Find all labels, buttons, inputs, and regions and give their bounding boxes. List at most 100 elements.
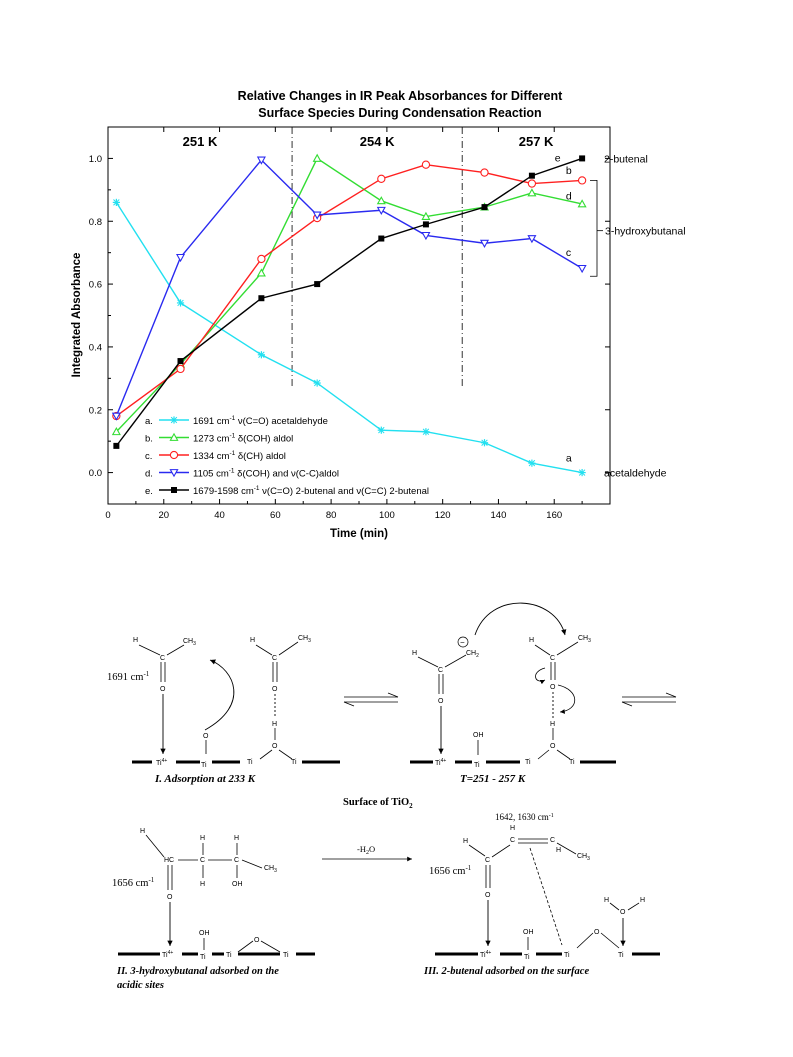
series-end-label: e: [555, 153, 561, 165]
series-end-label: c: [566, 247, 571, 259]
svg-text:C: C: [550, 837, 555, 844]
data-point: [257, 254, 266, 264]
data-point: [377, 174, 386, 183]
svg-text:O: O: [550, 743, 556, 750]
data-point: [177, 358, 184, 365]
equilibrium-arrows: [343, 692, 677, 707]
legend-item-a: a. 1691 cm-1 ν(C=O) acetaldehyde: [145, 415, 328, 427]
freq-label-1656b: 1656 cm: [429, 866, 465, 877]
svg-text:H: H: [200, 835, 205, 842]
svg-text:H: H: [463, 838, 468, 845]
svg-text:OH: OH: [523, 929, 534, 936]
svg-text:OH: OH: [232, 881, 243, 888]
legend-item-e: e. 1679-1598 cm-1 ν(C=O) 2-butenal and ν(…: [145, 485, 429, 497]
data-point: [481, 204, 488, 211]
svg-text:Ti4+: Ti4+: [480, 950, 491, 959]
series-group: [111, 153, 587, 477]
temperature-region-label: 251 K: [183, 134, 218, 149]
x-tick-label: 140: [491, 510, 507, 521]
svg-text:HC: HC: [164, 857, 174, 864]
svg-text:Ti: Ti: [291, 759, 297, 766]
svg-text:H: H: [250, 637, 255, 644]
svg-text:H: H: [640, 897, 645, 904]
svg-text:O: O: [438, 698, 444, 705]
svg-text:Ti: Ti: [525, 759, 531, 766]
series-a: [112, 198, 586, 477]
svg-text:1691 cm-1: 1691 cm-1: [107, 670, 150, 683]
axes: 0 20 40 60 80 100 120 140 160 0.0 0.2 0.4 0.6 0.8 1.0: [89, 126, 610, 521]
svg-text:O: O: [594, 929, 600, 936]
temperature-region-label: 254 K: [360, 134, 395, 149]
series-e: [113, 155, 586, 449]
data-point: [376, 206, 386, 215]
series-c: [112, 160, 587, 421]
temperature-region-label: 257 K: [519, 134, 554, 149]
data-point: [176, 364, 185, 374]
svg-text:Ti: Ti: [247, 759, 253, 766]
data-point: [170, 416, 178, 424]
svg-text:Ti: Ti: [283, 952, 289, 959]
step-1-label: I. Adsorption at 233 K: [154, 773, 256, 785]
svg-text:H: H: [140, 828, 145, 835]
data-point: [169, 432, 179, 441]
svg-text:Ti: Ti: [618, 952, 624, 959]
svg-text:O: O: [485, 892, 491, 899]
data-point: [527, 235, 537, 244]
y-tick-label: 0.4: [89, 342, 102, 353]
scheme-panel-1: 1691 cm-1 H C CH3 O O H C CH3 O H O: [107, 635, 340, 785]
series-end-label: b: [566, 165, 572, 177]
data-point: [256, 268, 266, 277]
reaction-scheme: 1691 cm-1 H C CH3 O O H C CH3 O H O: [0, 560, 793, 1057]
svg-text:H: H: [234, 835, 239, 842]
svg-text:H: H: [412, 650, 417, 657]
svg-text:Ti: Ti: [524, 954, 530, 961]
svg-text:CH3: CH3: [298, 635, 311, 644]
svg-text:H: H: [272, 721, 277, 728]
svg-text:H: H: [200, 881, 205, 888]
y-tick-label: 0.6: [89, 280, 102, 291]
legend: a. 1691 cm-1 ν(C=O) acetaldehyde b. 1273 cm…: [145, 415, 429, 497]
data-point: [528, 459, 536, 467]
svg-text:1642, 1630 cm-1: 1642, 1630 cm-1: [495, 812, 554, 822]
legend-item-b: b. 1273 cm-1 δ(COH) aldol: [145, 433, 293, 445]
atom-h: H: [133, 637, 138, 644]
svg-text:Ti: Ti: [564, 952, 570, 959]
legend-label: 1105 cm-1 δ(COH) and ν(C-C)aldol: [193, 468, 339, 480]
legend-label: 1691 cm-1 ν(C=O) acetaldehyde: [193, 415, 328, 427]
x-tick-label: 120: [435, 510, 451, 521]
data-point: [112, 198, 120, 206]
svg-text:H: H: [550, 721, 555, 728]
y-tick-label: 1.0: [89, 154, 102, 165]
data-point: [527, 179, 537, 188]
data-point: [111, 427, 121, 436]
data-point: [312, 211, 322, 220]
data-point: [527, 188, 537, 197]
data-point: [314, 281, 321, 288]
x-tick-label: 40: [214, 510, 225, 521]
svg-text:Ti: Ti: [200, 954, 206, 961]
dehydration-arrow: -H2O: [322, 844, 412, 862]
data-point: [111, 412, 121, 421]
svg-text:O: O: [254, 937, 260, 944]
series-end-label: a: [566, 453, 572, 465]
series-line: [115, 202, 583, 474]
data-point: [256, 156, 266, 165]
data-point: [577, 176, 587, 185]
data-point: [421, 211, 431, 220]
svg-text:1656 cm-1: 1656 cm-1: [429, 864, 472, 877]
data-point: [376, 196, 386, 205]
data-point: [579, 155, 586, 162]
line-chart: Relative Changes in IR Peak Absorbances …: [71, 89, 686, 540]
legend-prefix: b.: [145, 434, 153, 445]
step-2-label-b: acidic sites: [117, 980, 164, 991]
data-point: [422, 221, 429, 228]
data-point: [169, 450, 179, 460]
surface-label: Surface of TiO2: [343, 797, 413, 810]
x-tick-label: 20: [158, 510, 169, 521]
svg-text:OH: OH: [473, 732, 484, 739]
svg-text:Ti: Ti: [569, 759, 575, 766]
scheme-panel-3: 1656 cm-1 H HC C H H C H OH CH3 O OH O: [112, 828, 315, 991]
label-3-hydroxybutanal: 3-hydroxybutanal: [605, 226, 686, 238]
svg-text:CH3: CH3: [577, 853, 590, 862]
data-point: [480, 168, 489, 177]
